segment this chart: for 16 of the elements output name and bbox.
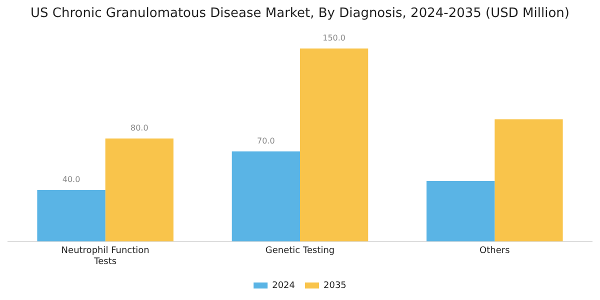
data-label: 40.0 [62, 175, 80, 184]
bar [37, 190, 106, 242]
bar [494, 119, 563, 242]
legend-label: 2024 [272, 280, 296, 291]
bar [300, 48, 368, 242]
chart-title: US Chronic Granulomatous Disease Market, By Diagnosis, 2024-2035 (USD Million) [30, 6, 570, 22]
data-label: 70.0 [257, 136, 275, 146]
legend-label: 2035 [324, 280, 346, 291]
bar [232, 151, 300, 242]
data-label: 80.0 [130, 124, 148, 133]
x-tick-label: Neutrophil Function Tests [61, 246, 150, 267]
x-tick-label: Genetic Testing [265, 246, 335, 256]
x-tick-label: Others [480, 246, 510, 256]
bar [426, 180, 495, 242]
data-label: 150.0 [322, 34, 346, 43]
bar [105, 138, 174, 242]
